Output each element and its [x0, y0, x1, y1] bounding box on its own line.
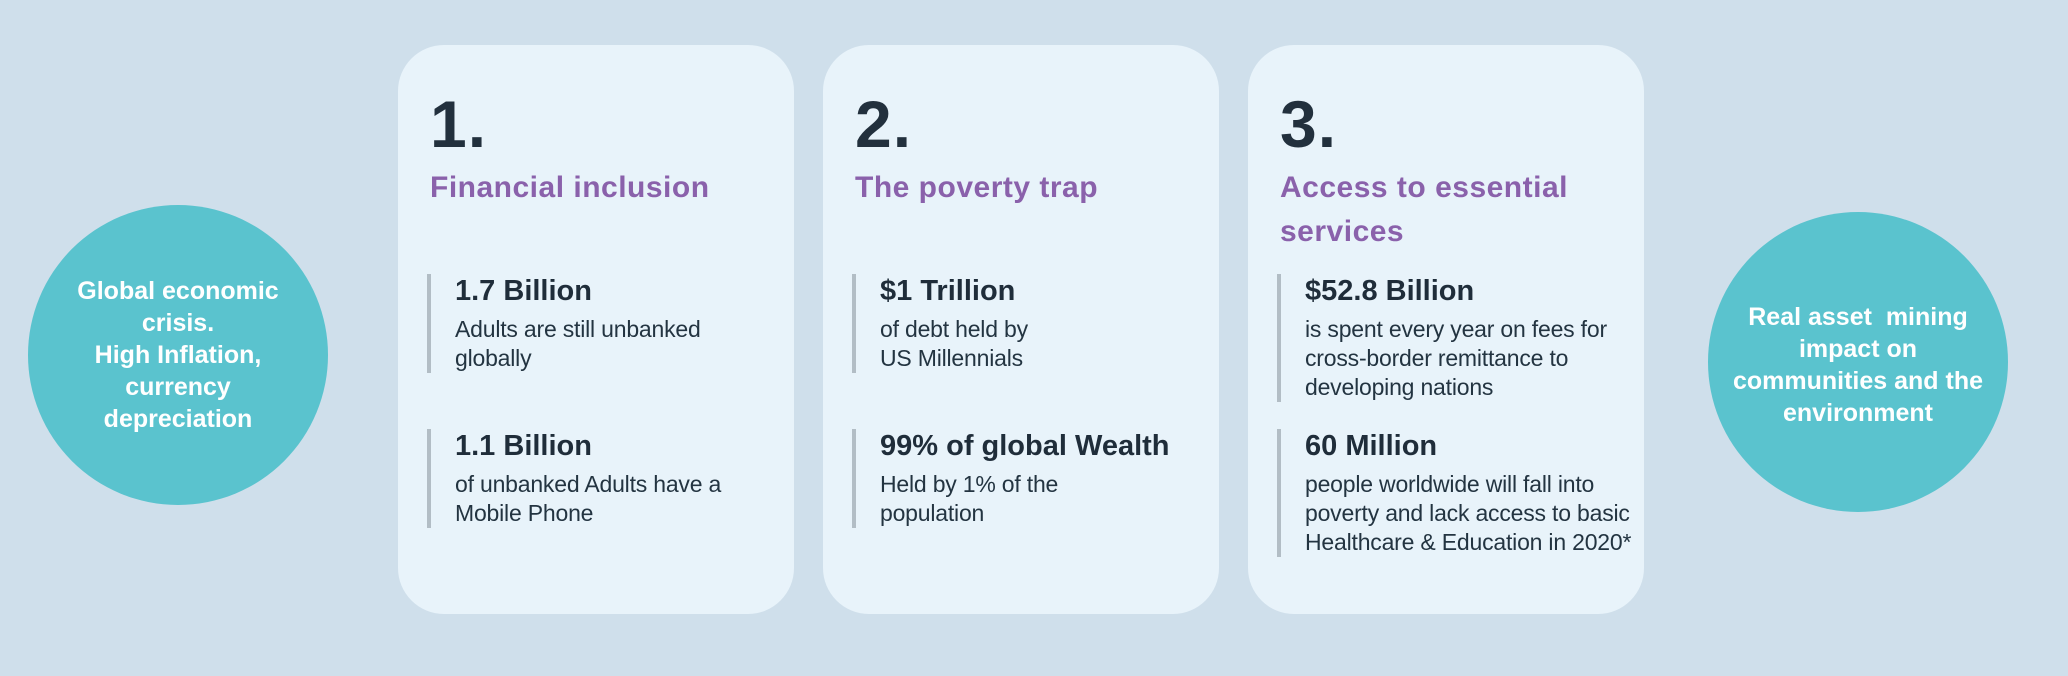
card-title-line: The poverty trap	[855, 171, 1099, 204]
stat-desc-line: of unbanked Adults have a	[455, 470, 722, 497]
stat-desc-line: of debt held by	[880, 315, 1028, 342]
stat-desc-line: globally	[455, 344, 532, 371]
stat-block: $1 Trillion of debt held by US Millennia…	[852, 274, 1028, 373]
stat-desc-line: Healthcare & Education in 2020*	[1305, 528, 1632, 555]
stat-desc-line: cross-border remittance to	[1305, 344, 1569, 371]
stat-value: 1.1 Billion	[455, 430, 592, 462]
card-access-essential-services: 3. Access to essential services $52.8 Bi…	[1248, 45, 1644, 614]
right-circle-text-line: impact on	[1798, 335, 1918, 363]
right-circle: Real asset mining impact on communities …	[1708, 212, 2008, 512]
stat-value: 60 Million	[1305, 430, 1438, 462]
card-title: Access to essential services	[1280, 166, 1568, 254]
stat-desc-line: is spent every year on fees for	[1305, 315, 1607, 342]
stat-block: $52.8 Billion is spent every year on fee…	[1277, 274, 1607, 402]
card-title-line: services	[1280, 215, 1405, 248]
card-title: Financial inclusion	[430, 166, 710, 210]
stat-desc-line: Mobile Phone	[455, 499, 594, 526]
stat-desc-line: Held by 1% of the	[880, 470, 1059, 497]
stat-value: $52.8 Billion	[1305, 275, 1475, 307]
card-title-line: Access to essential	[1280, 171, 1568, 204]
stat-desc-line: population	[880, 499, 985, 526]
card-number: 1.	[430, 87, 488, 161]
stat-value: 1.7 Billion	[455, 275, 592, 307]
right-circle-text-line: environment	[1782, 399, 1934, 427]
stat-desc-line: developing nations	[1305, 373, 1494, 400]
left-circle-text-2: High Inflation, currency depreciation	[94, 341, 262, 433]
card-number: 3.	[1280, 87, 1338, 161]
stat-desc-line: Adults are still unbanked	[455, 315, 701, 342]
stat-desc-line: US Millennials	[880, 344, 1023, 371]
card-poverty-trap: 2. The poverty trap $1 Trillion of debt …	[823, 45, 1219, 614]
right-circle-text-line: Real asset mining	[1748, 303, 1968, 331]
right-circle-text-line: communities and the	[1732, 367, 1984, 395]
card-number: 2.	[855, 87, 913, 161]
stat-block: 1.7 Billion Adults are still unbanked gl…	[427, 274, 701, 373]
stat-block: 60 Million people worldwide will fall in…	[1277, 429, 1631, 557]
stat-desc-line: poverty and lack access to basic	[1305, 499, 1630, 526]
stat-block: 1.1 Billion of unbanked Adults have a Mo…	[427, 429, 721, 528]
left-circle: Global economic crisis. High Inflation, …	[28, 205, 328, 505]
stat-value: 99% of global Wealth	[880, 430, 1170, 462]
stat-desc-line: people worldwide will fall into	[1305, 470, 1595, 497]
card-title-line: Financial inclusion	[430, 171, 710, 204]
stat-block: 99% of global Wealth Held by 1% of the p…	[852, 429, 1170, 528]
card-financial-inclusion: 1. Financial inclusion 1.7 Billion Adult…	[398, 45, 794, 614]
left-circle-text-1: Global economic crisis.	[77, 277, 279, 337]
stat-value: $1 Trillion	[880, 275, 1016, 307]
card-title: The poverty trap	[855, 166, 1098, 210]
